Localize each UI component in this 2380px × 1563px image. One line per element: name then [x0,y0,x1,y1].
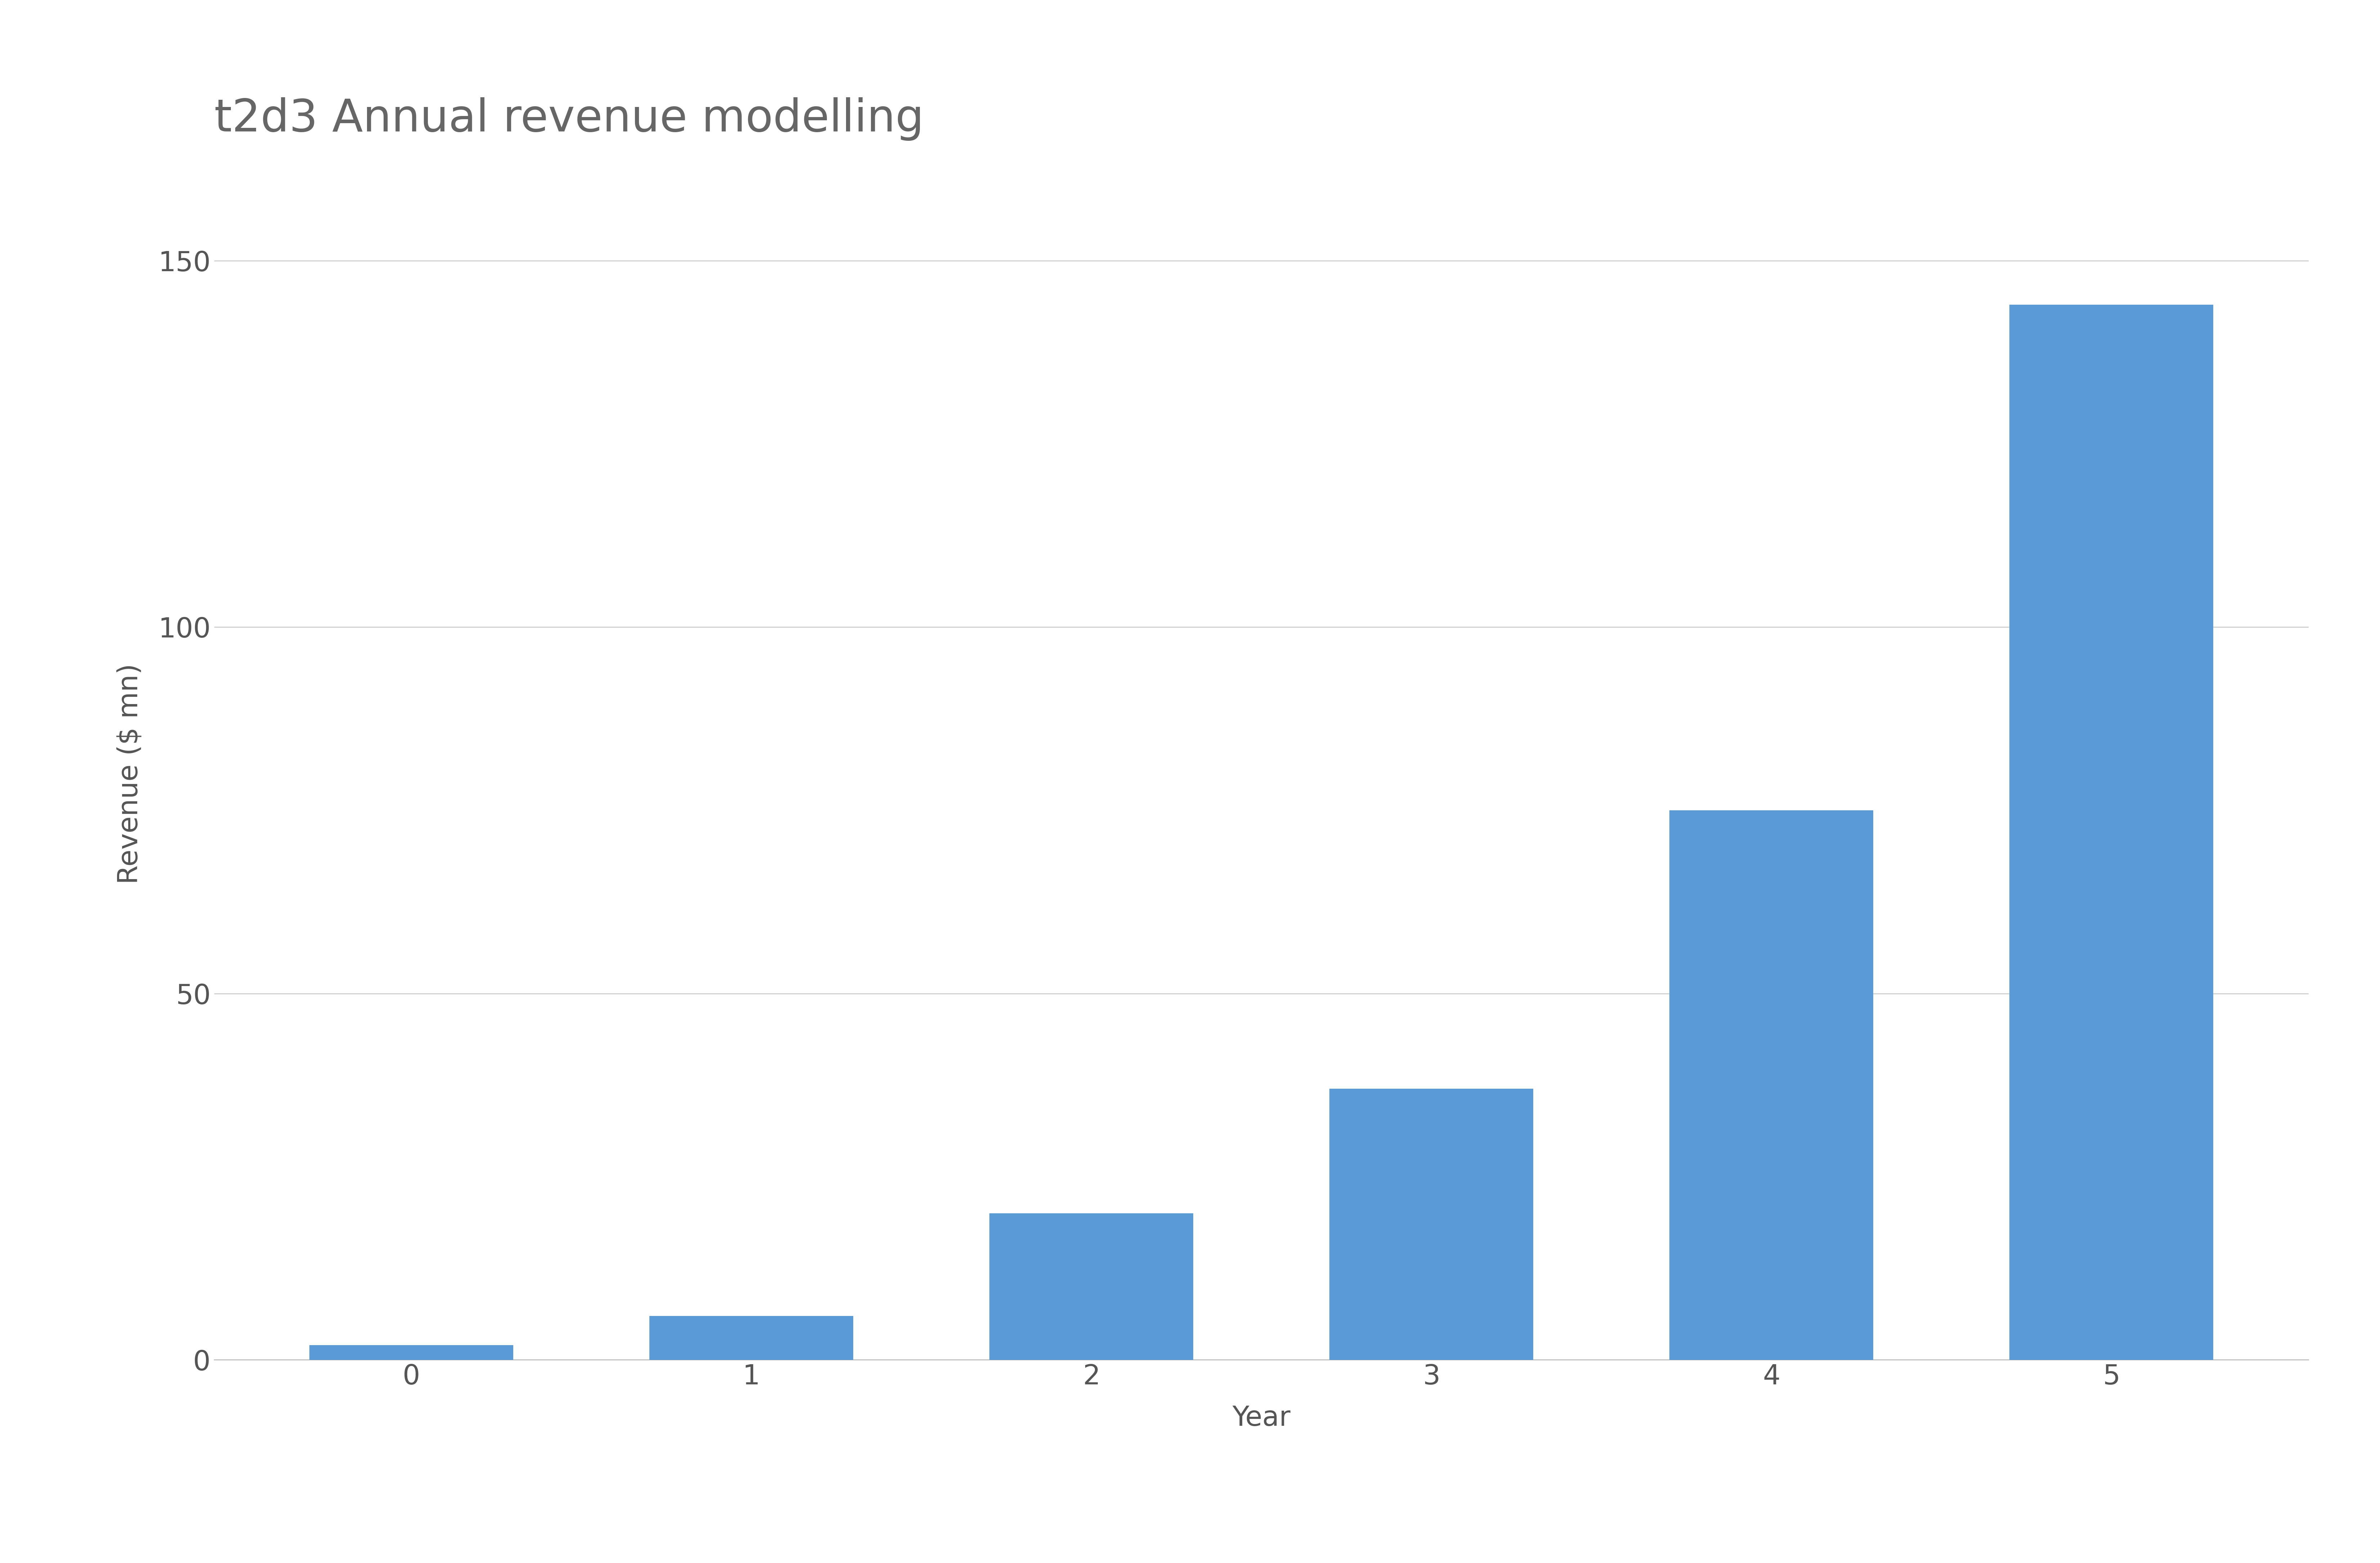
Bar [309,1346,514,1360]
Y-axis label: Revenue ($ mn): Revenue ($ mn) [117,663,143,885]
Bar [990,1213,1192,1360]
Bar [650,1316,854,1360]
X-axis label: Year: Year [1233,1405,1290,1432]
Bar [1668,810,1873,1360]
Bar [1330,1089,1533,1360]
Bar [2009,305,2213,1360]
Text: www.MilanGupta.io: www.MilanGupta.io [2023,1497,2309,1522]
Text: t2d3 Annual revenue modelling: t2d3 Annual revenue modelling [214,97,923,141]
